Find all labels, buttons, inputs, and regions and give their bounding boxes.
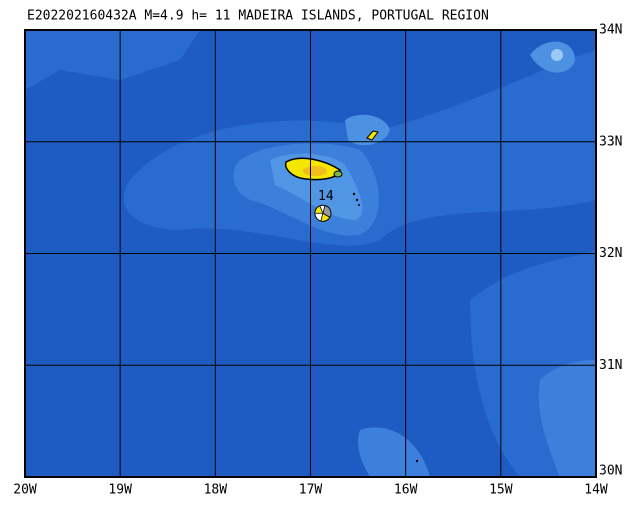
graticule-labels: 20W 19W 18W 17W 16W 15W 14W 30N 31N 32N 33N 34N [13,23,622,498]
map-title: E202202160432A M=4.9 h= 11 MADEIRA ISLAN… [27,9,489,24]
beachball-dilatation [322,205,332,218]
focal-mechanism [314,204,332,222]
lon-label: 19W [108,483,132,498]
lon-label: 15W [489,483,513,498]
lat-label: 34N [599,23,622,38]
map-frame [24,29,597,478]
lon-label: 18W [204,483,228,498]
lon-label: 16W [394,483,418,498]
lon-label: 17W [299,483,323,498]
lat-label: 31N [599,358,622,373]
lat-label: 32N [599,246,622,261]
depth-label: 14 [318,189,334,204]
lat-label: 30N [599,464,622,479]
lon-label: 14W [584,483,608,498]
event: 14 [314,189,334,222]
lon-label: 20W [13,483,37,498]
lat-label: 33N [599,134,622,149]
